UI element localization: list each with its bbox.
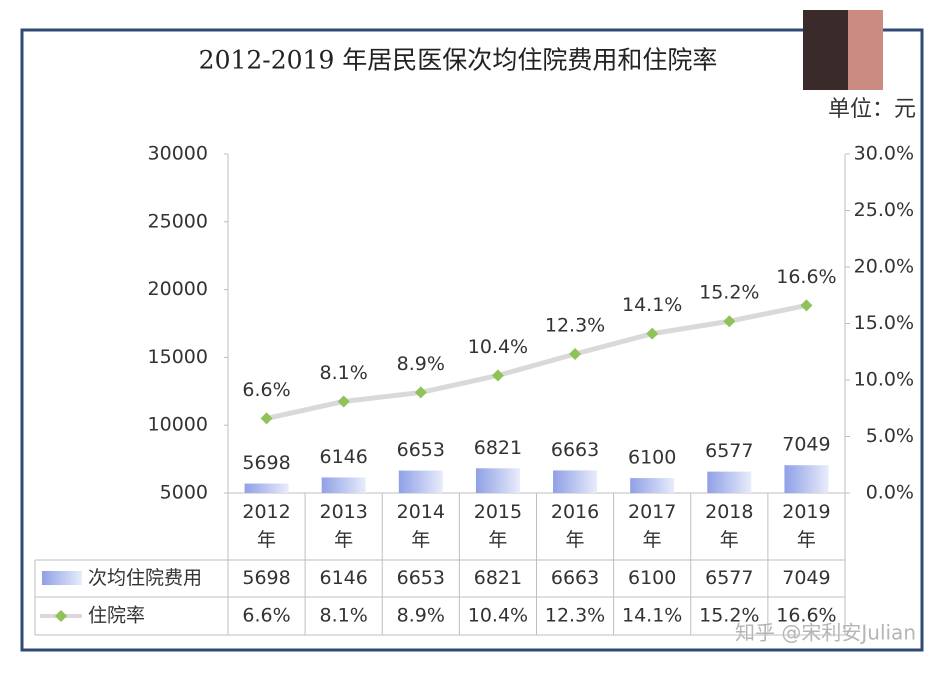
- rate-label: 16.6%: [776, 266, 836, 288]
- table-cell: 7049: [782, 567, 830, 589]
- x-tick-part: 年: [257, 529, 276, 551]
- bar: [244, 483, 289, 493]
- table-cell: 8.1%: [320, 605, 368, 627]
- table-cell: 6146: [320, 567, 368, 589]
- x-tick-part: 年: [643, 529, 662, 551]
- bar: [553, 470, 598, 493]
- rate-label: 14.1%: [622, 294, 682, 316]
- watermark: 知乎 @宋利安Julian: [735, 621, 916, 645]
- y2-tick-label: 30.0%: [854, 143, 914, 165]
- rate-label: 12.3%: [545, 315, 605, 337]
- x-tick-part: 2019: [782, 501, 830, 523]
- y-tick-label: 25000: [148, 210, 208, 232]
- table-cell: 16.6%: [776, 605, 836, 627]
- y-tick-label: 20000: [148, 278, 208, 300]
- x-tick-part: 2017: [628, 501, 676, 523]
- bar-label: 6100: [628, 447, 676, 469]
- x-tick-label: 2016 年: [551, 501, 599, 551]
- bar-label: 6663: [551, 439, 599, 461]
- rate-label: 15.2%: [699, 282, 759, 304]
- y2-tick-label: 10.0%: [854, 369, 914, 391]
- table-cell: 6100: [628, 567, 676, 589]
- chart-title: 2012-2019 年居民医保次均住院费用和住院率: [199, 46, 718, 75]
- x-tick-label: 2012 年: [242, 501, 290, 551]
- x-tick-part: 2013: [320, 501, 368, 523]
- rate-marker: [800, 299, 813, 312]
- y2-tick-label: 20.0%: [854, 256, 914, 278]
- x-tick-part: 2018: [705, 501, 753, 523]
- table-cell: 10.4%: [468, 605, 528, 627]
- x-tick-part: 年: [488, 529, 507, 551]
- bar: [321, 477, 366, 493]
- x-tick-label: 2017 年: [628, 501, 676, 551]
- y2-tick-label: 0.0%: [866, 482, 914, 504]
- rate-marker: [646, 327, 659, 340]
- x-tick-label: 2014 年: [397, 501, 445, 551]
- bar-label: 6146: [320, 446, 368, 468]
- x-tick-part: 2014: [397, 501, 445, 523]
- x-tick-part: 年: [566, 529, 585, 551]
- unit-label: 单位：元: [828, 97, 916, 122]
- y2-tick-label: 5.0%: [866, 425, 914, 447]
- table-cell: 15.2%: [699, 605, 759, 627]
- x-tick-part: 年: [797, 529, 816, 551]
- x-tick-part: 年: [334, 529, 353, 551]
- x-tick-part: 2016: [551, 501, 599, 523]
- x-tick-part: 年: [720, 529, 739, 551]
- table-cell: 12.3%: [545, 605, 605, 627]
- bar-label: 7049: [782, 434, 830, 456]
- rate-label: 10.4%: [468, 336, 528, 358]
- frame: [20, 28, 924, 652]
- y-tick-label: 5000: [160, 482, 208, 504]
- y-tick-label: 30000: [148, 143, 208, 165]
- bar: [475, 468, 520, 493]
- bar-label: 5698: [242, 452, 290, 474]
- bar-label: 6577: [705, 440, 753, 462]
- table-cell: 8.9%: [397, 605, 445, 627]
- bar: [784, 465, 829, 493]
- table-cell: 6663: [551, 567, 599, 589]
- rate-label: 6.6%: [242, 379, 290, 401]
- table-cell: 5698: [242, 567, 290, 589]
- x-tick-label: 2018 年: [705, 501, 753, 551]
- legend-marker: [55, 610, 67, 622]
- y2-tick-label: 25.0%: [854, 199, 914, 221]
- table-cell: 6821: [474, 567, 522, 589]
- rate-marker: [569, 348, 582, 361]
- x-tick-part: 2012: [242, 501, 290, 523]
- table-cell: 6.6%: [242, 605, 290, 627]
- x-tick-part: 年: [411, 529, 430, 551]
- bar: [630, 478, 675, 493]
- rate-marker: [260, 412, 273, 425]
- y-tick-label: 15000: [148, 346, 208, 368]
- y-tick-label: 10000: [148, 414, 208, 436]
- rate-label: 8.1%: [320, 362, 368, 384]
- avatar-panel: [848, 10, 883, 90]
- rate-marker: [414, 386, 427, 399]
- bar: [707, 471, 752, 493]
- legend-swatch: [42, 571, 82, 585]
- rate-marker: [491, 369, 504, 382]
- table-cell: 6577: [705, 567, 753, 589]
- rate-line: [266, 302, 807, 421]
- rate-label: 8.9%: [397, 353, 445, 375]
- y2-tick-label: 15.0%: [854, 312, 914, 334]
- table-cell: 14.1%: [622, 605, 682, 627]
- x-tick-label: 2015 年: [474, 501, 522, 551]
- bar: [398, 470, 443, 493]
- legend-label: 次均住院费用: [88, 567, 202, 589]
- bar-label: 6821: [474, 437, 522, 459]
- legend-label: 住院率: [88, 605, 145, 627]
- rate-marker: [723, 315, 736, 328]
- x-tick-label: 2019 年: [782, 501, 830, 551]
- x-tick-label: 2013 年: [320, 501, 368, 551]
- x-tick-part: 2015: [474, 501, 522, 523]
- table-cell: 6653: [397, 567, 445, 589]
- bar-label: 6653: [397, 439, 445, 461]
- rate-marker: [337, 395, 350, 408]
